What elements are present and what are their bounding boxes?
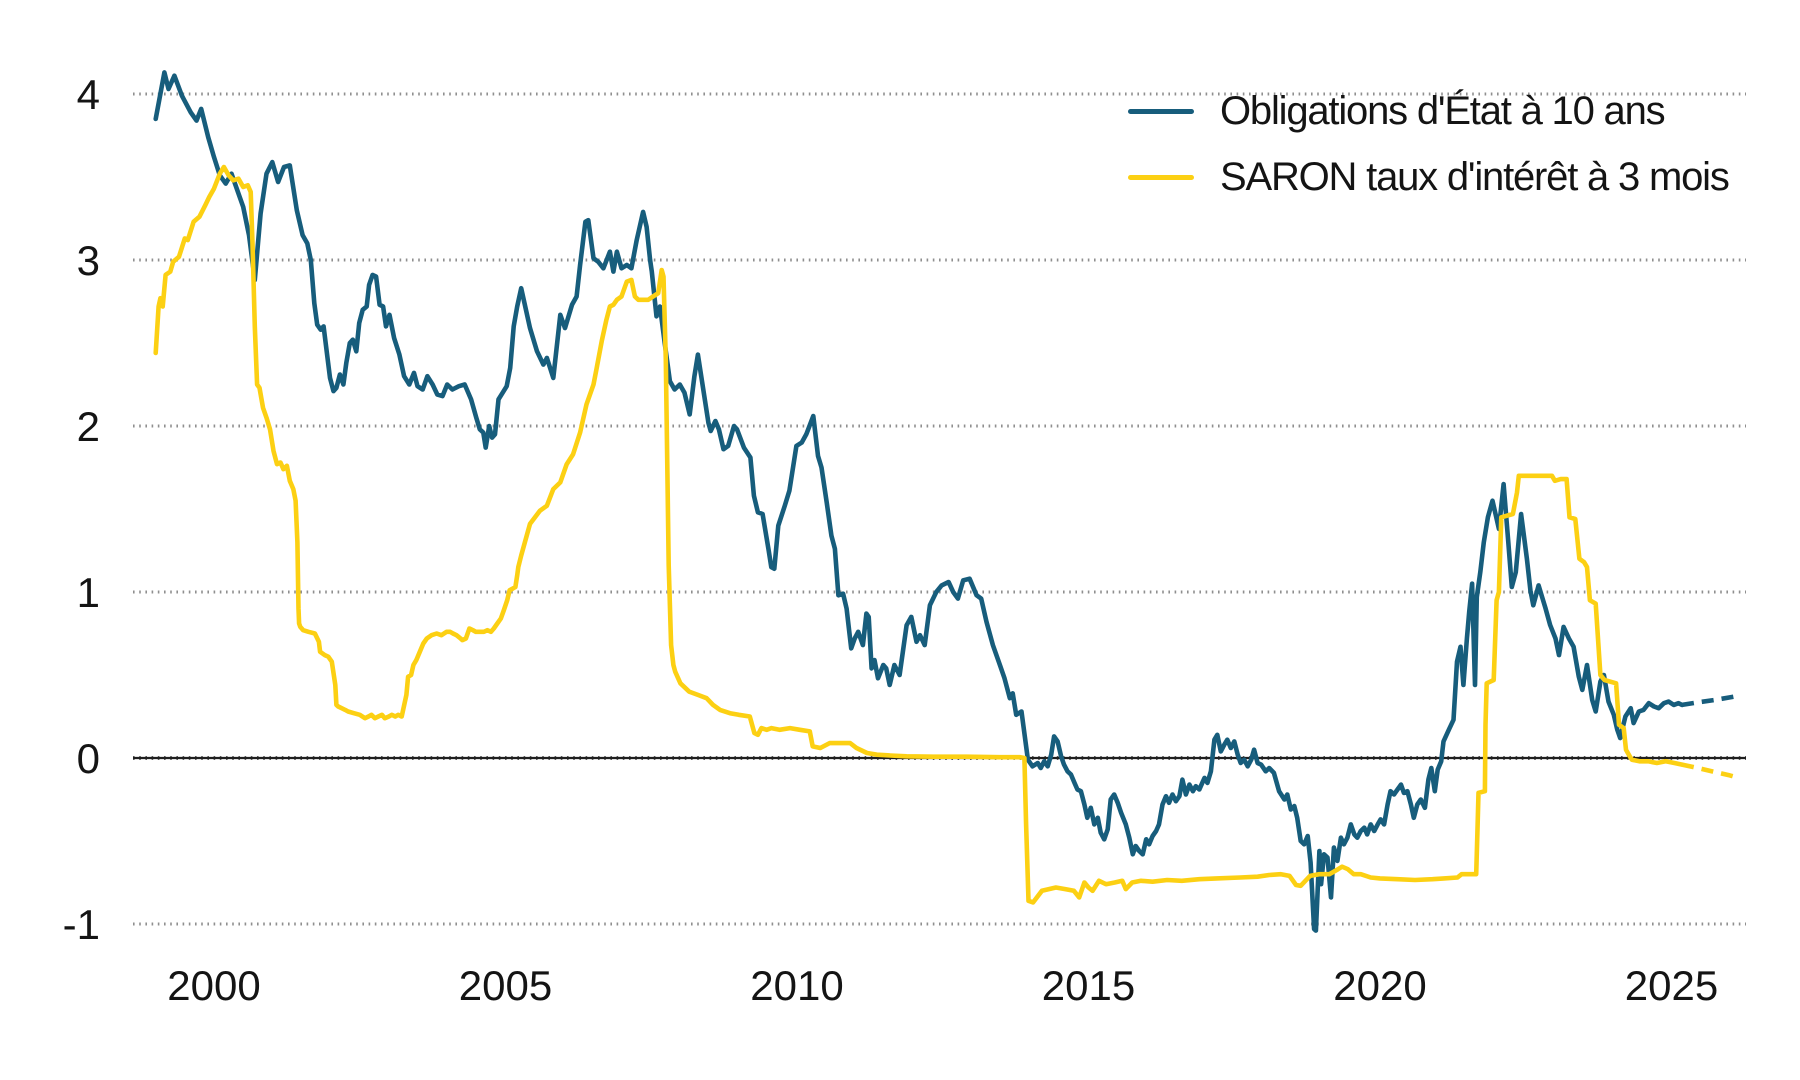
legend-swatch-saron-line	[1128, 174, 1194, 180]
x-tick-label: 2020	[1333, 962, 1426, 1009]
legend-swatch-bonds-line	[1128, 108, 1194, 114]
series-forecast-dashed-bonds-10y	[1681, 693, 1739, 708]
y-tick-label: 3	[77, 237, 100, 284]
y-tick-label: 4	[77, 71, 100, 118]
x-tick-label: 2015	[1042, 962, 1135, 1009]
y-tick-label: -1	[63, 901, 100, 948]
y-tick-label: 0	[77, 735, 100, 782]
x-tick-label: 2005	[459, 962, 552, 1009]
x-tick-label: 2025	[1625, 962, 1718, 1009]
x-tick-label: 2010	[750, 962, 843, 1009]
axis-labels-layer: -1 0 1 2 3 4 2000 2005 2010 2015 2020 2025	[63, 71, 1719, 1009]
series-forecast-dashed-saron-3m	[1681, 762, 1740, 781]
legend: Obligations d'État à 10 ans SARON taux d…	[1128, 90, 1730, 199]
series-line-bonds-10y	[153, 70, 1685, 933]
y-tick-label: 2	[77, 403, 100, 450]
x-tick-label: 2000	[167, 962, 260, 1009]
y-tick-label: 1	[77, 569, 100, 616]
legend-item-bonds: Obligations d'État à 10 ans	[1128, 90, 1729, 132]
legend-label-saron: SARON taux d'intérêt à 3 mois	[1220, 155, 1730, 199]
series-layer	[153, 70, 1740, 933]
legend-label-bonds: Obligations d'État à 10 ans	[1220, 89, 1666, 133]
series-line-saron-3m	[153, 164, 1685, 905]
legend-item-saron: SARON taux d'intérêt à 3 mois	[1128, 155, 1730, 199]
